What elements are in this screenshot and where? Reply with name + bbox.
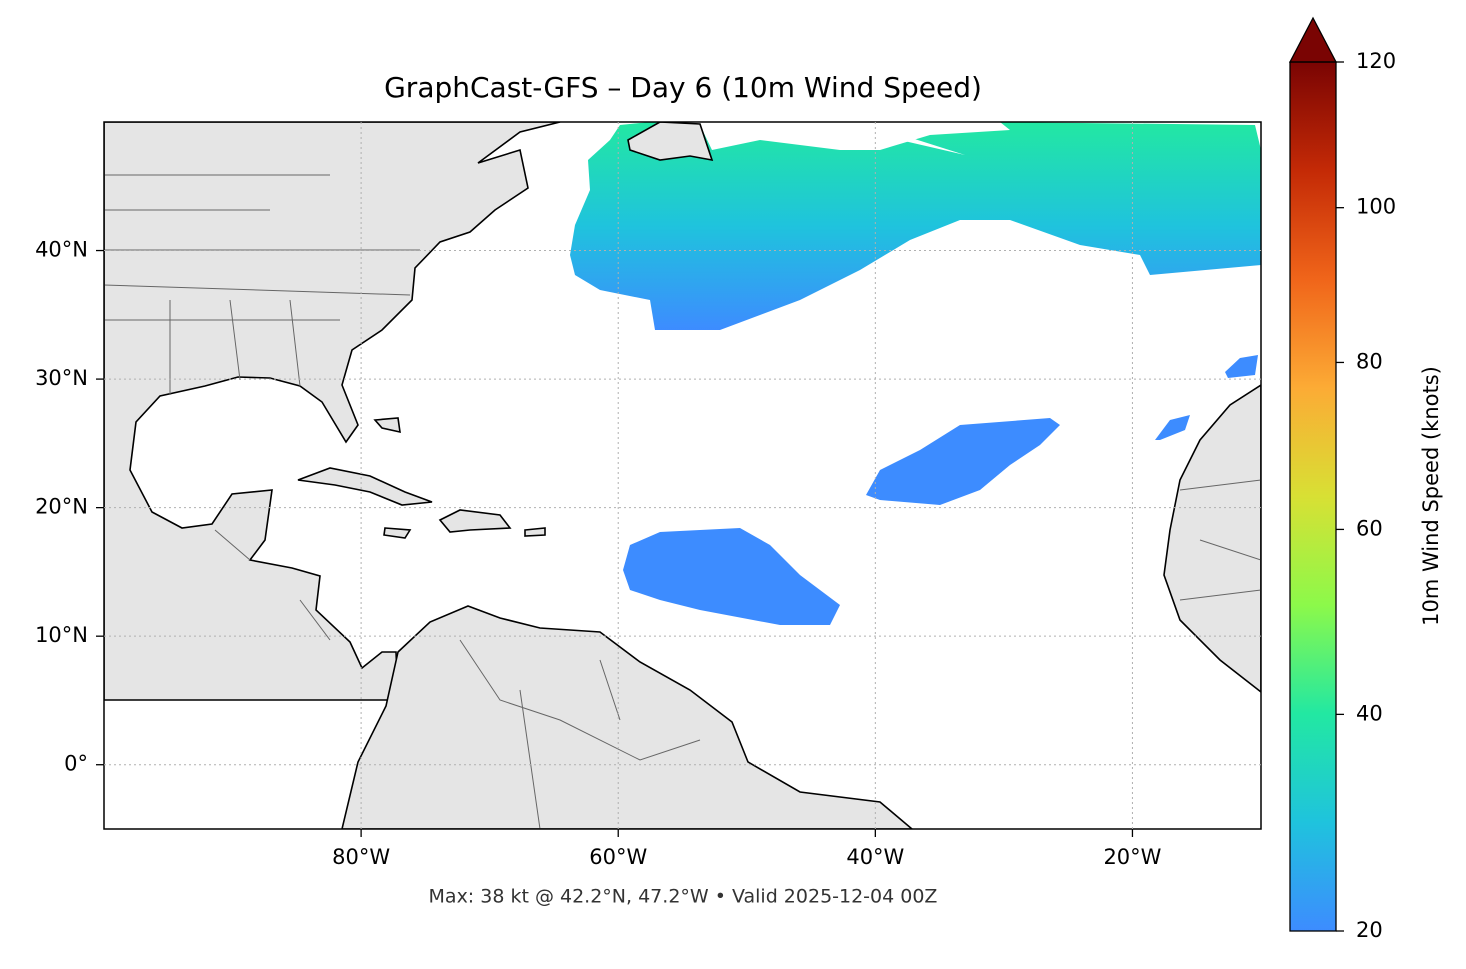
y-tick-label: 20°N [35, 495, 88, 519]
borders [104, 174, 1261, 829]
colorbar-label: 10m Wind Speed (knots) [1419, 366, 1443, 626]
wind-region [1155, 355, 1258, 440]
colorbar-tick-label: 40 [1356, 701, 1383, 725]
wind-field [258, 122, 1261, 625]
map-frame [103, 121, 1262, 830]
colorbar-tick-label: 20 [1356, 918, 1383, 942]
land [104, 122, 1261, 829]
north-america [104, 122, 561, 701]
wind-region [623, 528, 840, 625]
colorbar-frame [1289, 61, 1337, 932]
y-tick-label: 0° [64, 752, 88, 776]
annotation: Max: 38 kt @ 42.2°N, 47.2°W • Valid 2025… [429, 886, 938, 908]
y-tick-label: 30°N [35, 366, 88, 390]
y-tick-label: 10°N [35, 623, 88, 647]
colorbar [1290, 62, 1336, 931]
islands [297, 417, 546, 539]
colorbar-tick-label: 80 [1356, 349, 1383, 373]
chart-title: GraphCast-GFS – Day 6 (10m Wind Speed) [384, 71, 982, 104]
map-content [104, 122, 1261, 829]
wind-gap [740, 128, 965, 155]
wind-region [866, 418, 1060, 505]
colorbar-tick-label: 120 [1356, 49, 1396, 73]
africa [1163, 384, 1261, 694]
colorbar-extend [1288, 16, 1338, 63]
x-tick-label: 40°W [846, 845, 904, 869]
x-tick-label: 60°W [589, 845, 647, 869]
wind-region [570, 122, 1261, 330]
x-tick-label: 80°W [332, 845, 390, 869]
y-tick-label: 40°N [35, 238, 88, 262]
colorbar-tick-label: 60 [1356, 516, 1383, 540]
south-america [341, 605, 914, 829]
x-tick-label: 20°W [1103, 845, 1161, 869]
colorbar-tick-label: 100 [1356, 195, 1396, 219]
